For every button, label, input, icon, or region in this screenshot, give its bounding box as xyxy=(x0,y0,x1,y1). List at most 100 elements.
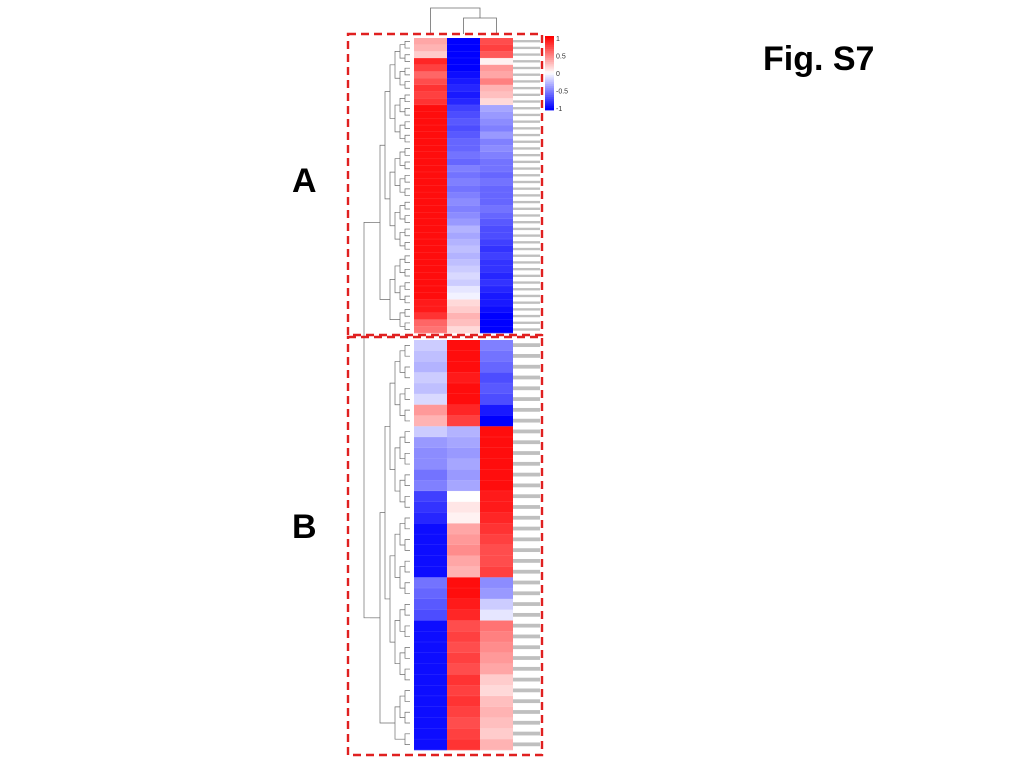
heatmap-cell xyxy=(447,696,480,708)
colorbar-segment xyxy=(545,93,554,96)
row-label xyxy=(513,472,540,477)
heatmap-cell xyxy=(414,138,447,146)
dendrogram-branch xyxy=(404,215,410,223)
dendrogram-branch xyxy=(404,242,410,250)
heatmap-cell xyxy=(480,279,513,287)
heatmap-cell xyxy=(414,491,447,503)
heatmap-cell xyxy=(447,118,480,126)
heatmap-cell xyxy=(414,350,447,362)
row-label xyxy=(513,407,540,412)
heatmap-cell xyxy=(447,259,480,267)
heatmap-cell xyxy=(447,299,480,307)
row-label xyxy=(513,53,540,56)
cluster-boxes xyxy=(346,32,544,757)
heatmap-cell xyxy=(480,306,513,314)
dendrogram-branch xyxy=(404,228,410,237)
heatmap-cell xyxy=(447,319,480,327)
heatmap-cell xyxy=(447,158,480,166)
row-label xyxy=(513,418,540,423)
heatmap-cell xyxy=(414,728,447,740)
heatmap-cell xyxy=(447,252,480,260)
heatmap-cell xyxy=(480,717,513,729)
heatmap-cell xyxy=(447,105,480,113)
heatmap-cell xyxy=(414,426,447,438)
row-label xyxy=(513,559,540,563)
heatmap-cell xyxy=(447,372,480,384)
colorbar-segment xyxy=(545,87,554,91)
dendrogram-branch xyxy=(404,268,410,277)
row-label xyxy=(513,569,540,574)
row-label xyxy=(513,451,540,455)
row-label xyxy=(513,234,540,237)
dendrogram-branch xyxy=(394,158,400,186)
dendrogram-branch xyxy=(404,603,410,616)
heatmap-cell xyxy=(480,125,513,133)
dendrogram-branch xyxy=(404,539,410,551)
heatmap-cell xyxy=(480,198,513,206)
dendrogram-branch xyxy=(404,474,410,487)
heatmap-cell xyxy=(447,480,480,492)
heatmap-cell xyxy=(414,158,447,166)
heatmap-cell xyxy=(480,383,513,395)
heatmap-cell xyxy=(414,566,447,578)
heatmap-cell xyxy=(447,84,480,92)
colorbar-segment xyxy=(545,74,554,78)
heatmap-cell xyxy=(480,555,513,567)
heatmap-cell xyxy=(480,239,513,247)
heatmap-cell xyxy=(414,306,447,314)
heatmap-cell xyxy=(480,404,513,416)
dendrogram-branch xyxy=(404,711,410,724)
heatmap-cell xyxy=(447,652,480,664)
heatmap-cell xyxy=(447,426,480,438)
heatmap-cell xyxy=(414,588,447,600)
row-label xyxy=(513,261,540,264)
row-label xyxy=(513,93,540,96)
heatmap-cell xyxy=(447,165,480,173)
dendrogram-branch xyxy=(404,161,410,170)
row-label xyxy=(513,133,540,137)
heatmap-cell xyxy=(414,198,447,206)
cluster-a-label: A xyxy=(292,162,317,200)
heatmap-cell xyxy=(414,185,447,193)
row-label xyxy=(513,66,540,70)
heatmap-cell xyxy=(447,674,480,686)
column-dendrogram-branch xyxy=(463,17,497,34)
heatmap-cell xyxy=(414,279,447,287)
heatmap-cell xyxy=(447,292,480,300)
heatmap-cell xyxy=(447,225,480,233)
heatmap-cell xyxy=(480,609,513,621)
heatmap-cell xyxy=(447,172,480,180)
heatmap-cell xyxy=(447,491,480,503)
colorbar-segment xyxy=(545,60,554,63)
heatmap-cell xyxy=(480,663,513,675)
row-dendrogram xyxy=(363,41,410,745)
colorbar-segment xyxy=(545,36,554,39)
heatmap-cell xyxy=(480,577,513,589)
row-label xyxy=(513,602,540,606)
dendrogram-branch xyxy=(399,350,405,373)
heatmap-cell xyxy=(480,523,513,535)
heatmap-cell xyxy=(447,512,480,524)
dendrogram-branch xyxy=(399,609,405,632)
heatmap-cell xyxy=(480,259,513,267)
dendrogram-branch xyxy=(404,175,410,183)
colorbar-segment xyxy=(545,43,554,46)
colorbar-segment xyxy=(545,41,554,44)
heatmap-cell xyxy=(447,415,480,427)
heatmap-cell xyxy=(447,265,480,273)
colorbar-segment xyxy=(545,63,554,66)
dendrogram-branch xyxy=(404,255,410,263)
row-label xyxy=(513,274,540,278)
heatmap-cell xyxy=(480,642,513,654)
row-label xyxy=(513,612,540,617)
colorbar-segment xyxy=(545,85,554,89)
colorbar-segment xyxy=(545,84,554,87)
colorbar-segment xyxy=(545,104,554,107)
dendrogram-branch xyxy=(404,496,410,508)
heatmap-cell xyxy=(414,739,447,751)
dendrogram-branch xyxy=(384,425,390,600)
colorbar-tick-label: -1 xyxy=(556,106,562,113)
row-label xyxy=(513,397,540,401)
heatmap-cell xyxy=(414,372,447,384)
